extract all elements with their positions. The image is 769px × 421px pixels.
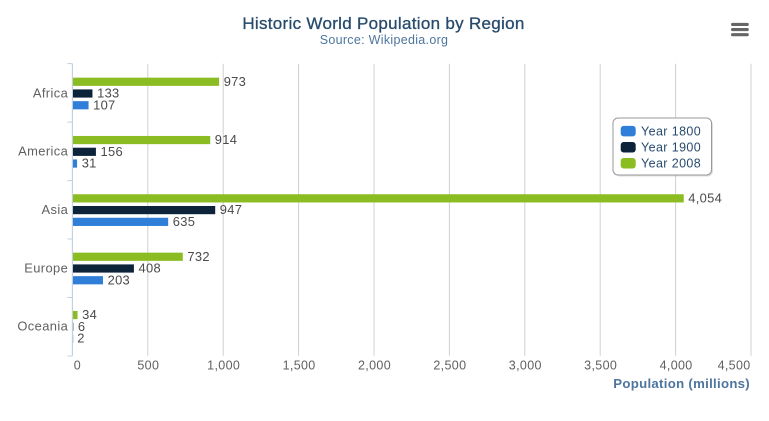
- svg-text:Year 2008: Year 2008: [641, 156, 701, 170]
- svg-text:Historic World Population by R: Historic World Population by Region: [242, 14, 524, 33]
- svg-text:America: America: [18, 144, 69, 159]
- svg-text:1,000: 1,000: [207, 359, 240, 373]
- svg-text:973: 973: [224, 74, 246, 89]
- svg-text:Year 1800: Year 1800: [641, 124, 701, 138]
- svg-text:3,500: 3,500: [584, 359, 617, 373]
- svg-text:Population (millions): Population (millions): [613, 376, 750, 391]
- svg-text:732: 732: [187, 249, 209, 264]
- svg-text:1,500: 1,500: [283, 359, 316, 373]
- svg-text:107: 107: [93, 97, 115, 112]
- svg-text:635: 635: [173, 214, 195, 229]
- svg-text:2,500: 2,500: [433, 359, 466, 373]
- svg-text:Year 1900: Year 1900: [641, 140, 701, 154]
- svg-text:Africa: Africa: [33, 85, 69, 100]
- svg-text:2: 2: [77, 331, 84, 346]
- svg-text:Asia: Asia: [42, 202, 69, 217]
- svg-text:203: 203: [108, 272, 130, 287]
- svg-text:500: 500: [137, 359, 159, 373]
- svg-text:947: 947: [220, 202, 242, 217]
- svg-text:4,500: 4,500: [718, 359, 751, 373]
- svg-text:4,054: 4,054: [688, 190, 722, 205]
- svg-text:156: 156: [101, 144, 123, 159]
- svg-text:914: 914: [215, 132, 237, 147]
- svg-text:Oceania: Oceania: [17, 319, 68, 334]
- svg-text:Source: Wikipedia.org: Source: Wikipedia.org: [320, 33, 449, 47]
- svg-text:0: 0: [74, 359, 81, 373]
- svg-text:408: 408: [139, 261, 161, 276]
- svg-text:Europe: Europe: [24, 260, 68, 275]
- svg-text:4,000: 4,000: [660, 359, 693, 373]
- svg-text:3,000: 3,000: [509, 359, 542, 373]
- svg-text:2,000: 2,000: [358, 359, 391, 373]
- svg-text:31: 31: [82, 156, 97, 171]
